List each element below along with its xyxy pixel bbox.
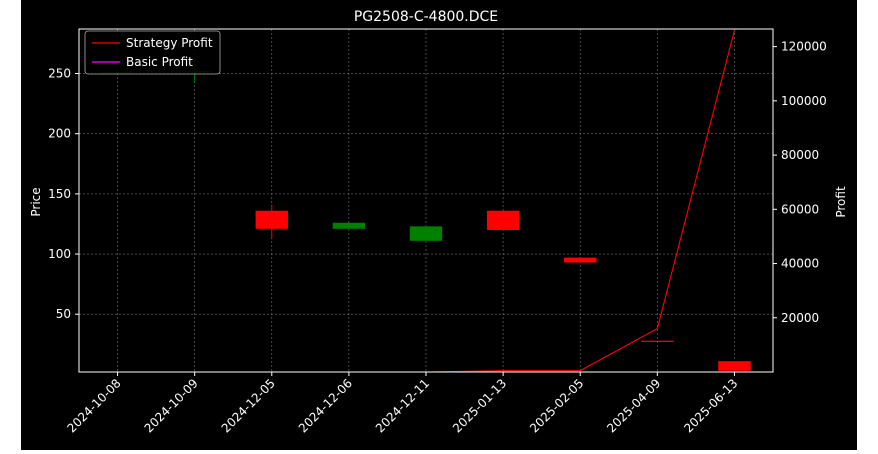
candle-body: [486, 210, 520, 230]
candle-body: [255, 210, 288, 229]
y-tick-label-right: 60000: [781, 202, 819, 216]
y-tick-label-right: 80000: [781, 148, 819, 162]
y-tick-label-left: 150: [48, 187, 71, 201]
candle-body: [718, 361, 751, 371]
chart-title: PG2508-C-4800.DCE: [354, 9, 498, 25]
candle-body: [409, 226, 443, 241]
legend-box: [84, 30, 221, 75]
legend-label-basic-profit: Basic Profit: [126, 55, 193, 69]
candle-body: [332, 222, 366, 229]
grid-lines: [79, 29, 773, 372]
candle-body: [564, 257, 597, 263]
legend: Strategy Profit Basic Profit: [84, 30, 221, 75]
chart-figure: 50 100 150 200 250 20000 40000 60000 80000 100000…: [21, 0, 857, 450]
y-tick-label-right: 20000: [781, 311, 819, 325]
y-tick-label-right: 40000: [781, 257, 819, 271]
y-axis-label-right: Profit: [834, 186, 848, 218]
y-tick-label-right: 120000: [781, 40, 827, 54]
y-tick-label-left: 200: [48, 127, 71, 141]
y-axis-label-left: Price: [29, 187, 43, 216]
y-tick-label-right: 100000: [781, 94, 827, 108]
candlestick-chart: 50 100 150 200 250 20000 40000 60000 80000 100000…: [21, 0, 857, 450]
y-tick-label-left: 50: [56, 307, 71, 321]
y-tick-label-left: 100: [48, 247, 71, 261]
legend-label-strategy-profit: Strategy Profit: [126, 36, 213, 50]
candle-body: [641, 340, 674, 342]
y-tick-label-left: 250: [48, 67, 71, 81]
